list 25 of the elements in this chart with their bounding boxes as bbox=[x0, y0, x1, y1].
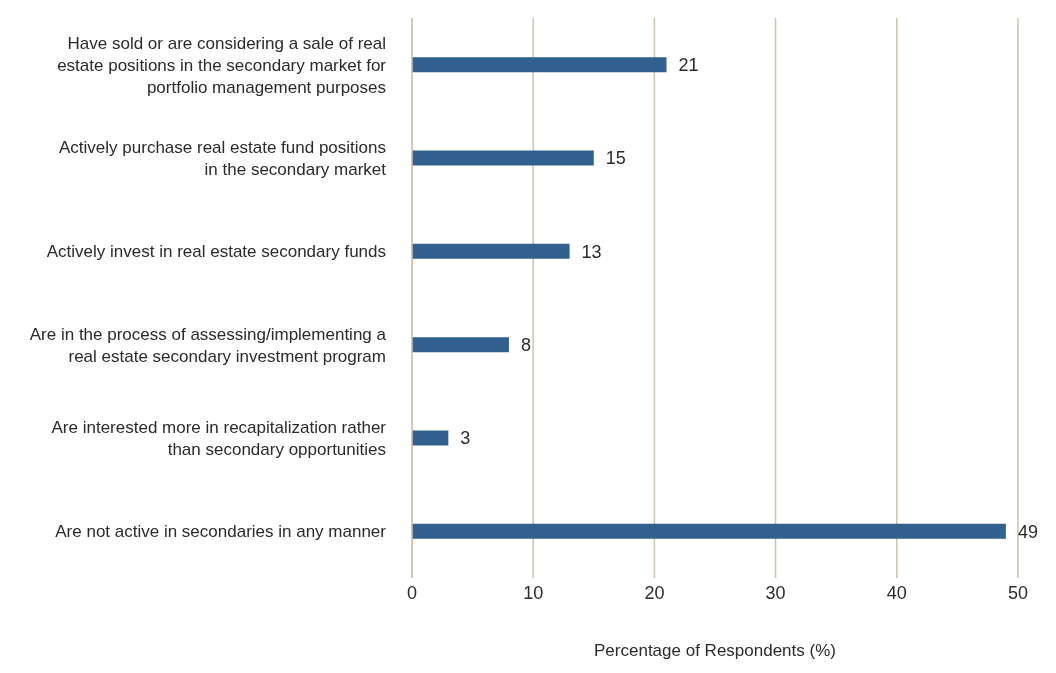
y-tick-label: Are in the process of assessing/implementing a real estate secondary investment program bbox=[29, 324, 387, 366]
x-axis-title: Percentage of Respondents (%) bbox=[594, 641, 836, 660]
x-tick-label: 50 bbox=[1007, 582, 1029, 603]
bar bbox=[412, 243, 570, 259]
x-tick-label: 30 bbox=[765, 582, 786, 603]
x-tick-label: 0 bbox=[406, 582, 418, 603]
data-label: 49 bbox=[1017, 521, 1038, 542]
bar bbox=[412, 430, 449, 446]
y-tick-label: Are not active in secondaries in any manner bbox=[55, 521, 387, 541]
x-tick-label: 40 bbox=[886, 582, 907, 603]
bar bbox=[412, 57, 667, 73]
y-tick-label: Actively purchase real estate fund positions in the secondary market bbox=[59, 137, 387, 179]
y-tick-label: Have sold or are considering a sale of real estate positions in the secondary market for portfolio management purposes bbox=[57, 33, 387, 97]
bar bbox=[412, 337, 509, 353]
data-label: 3 bbox=[460, 428, 471, 449]
bar bbox=[412, 150, 594, 166]
data-label: 21 bbox=[678, 55, 699, 76]
y-tick-label: Actively invest in real estate secondary funds bbox=[46, 241, 386, 261]
x-tick-label: 10 bbox=[523, 582, 544, 603]
data-label: 8 bbox=[520, 335, 531, 356]
x-tick-label: 20 bbox=[644, 582, 665, 603]
data-label: 15 bbox=[605, 148, 626, 169]
bar bbox=[412, 523, 1006, 539]
y-tick-label: Are interested more in recapitalization rather than secondary opportunities bbox=[51, 417, 387, 459]
data-label: 13 bbox=[581, 241, 602, 262]
